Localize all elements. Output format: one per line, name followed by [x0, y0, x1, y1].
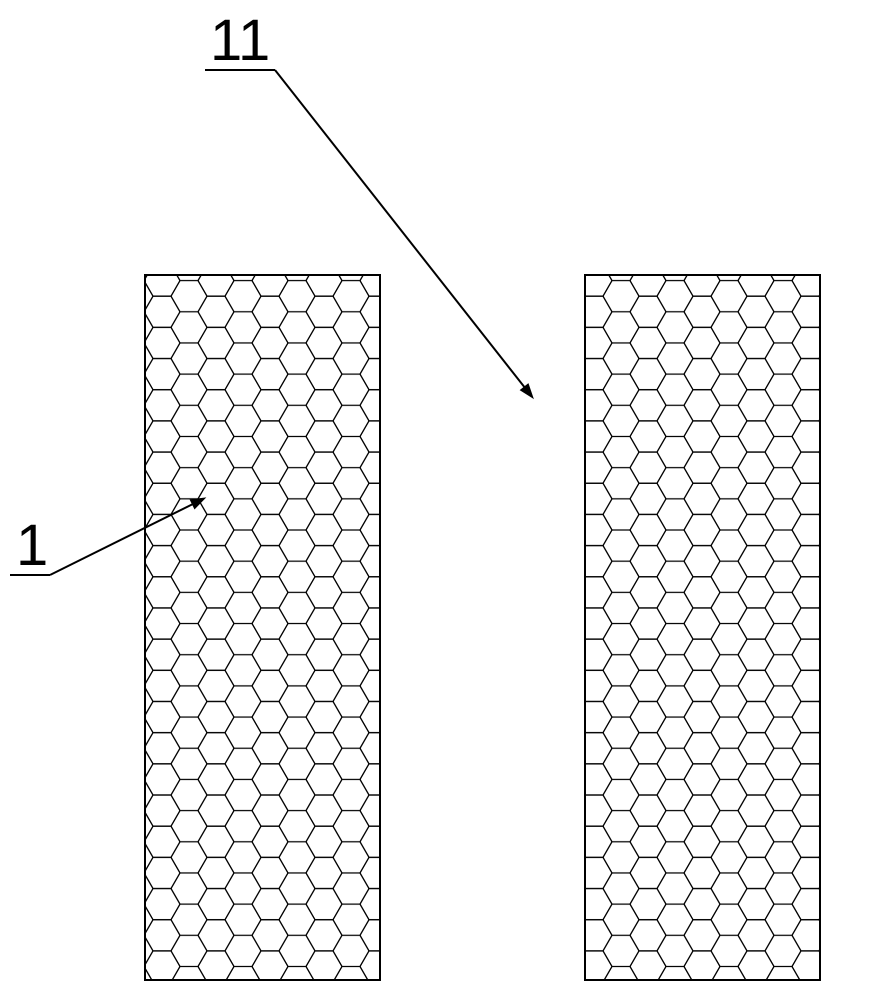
left-column [143, 273, 382, 982]
label-1-text: 1 [16, 513, 48, 578]
right-column [583, 273, 822, 982]
label-11-text: 11 [210, 8, 270, 73]
left-column-hatch [143, 273, 382, 982]
diagram-canvas: 11 1 [0, 0, 894, 1000]
right-column-hatch [583, 273, 822, 982]
